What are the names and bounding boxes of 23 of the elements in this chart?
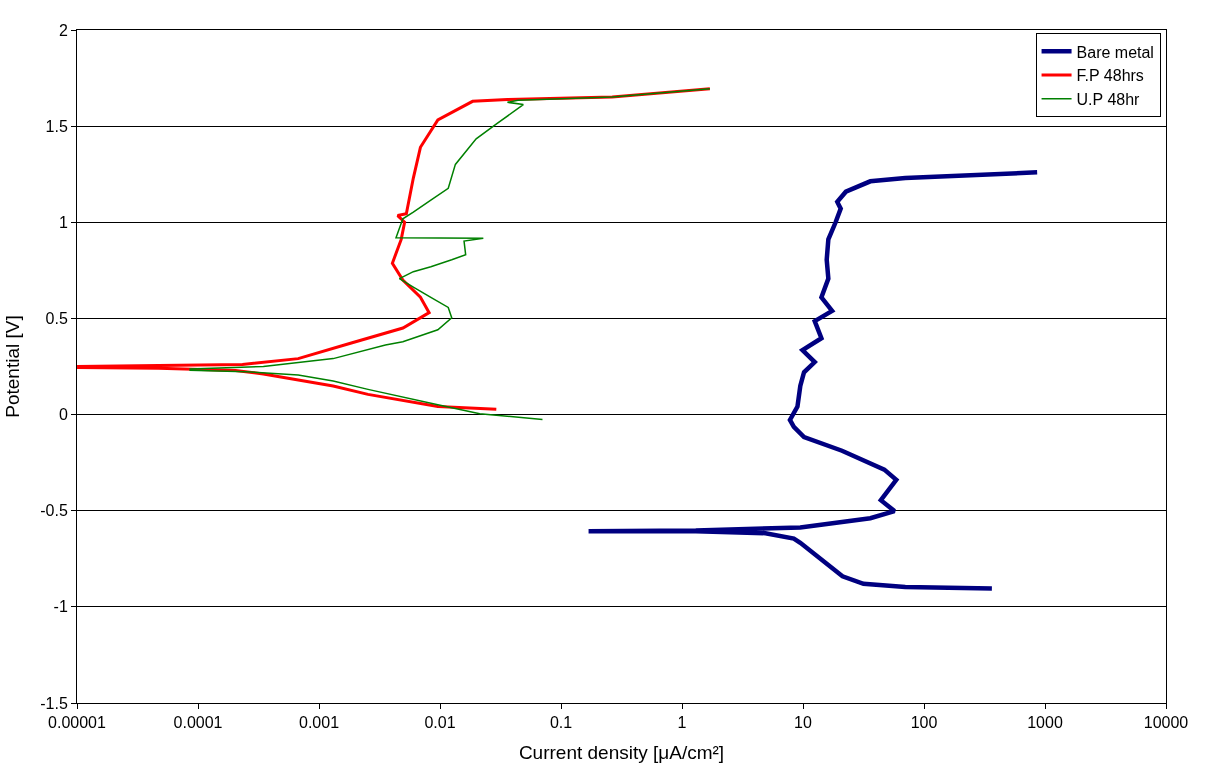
y-tick-label: 0 — [58, 406, 68, 424]
x-axis-title: Current density [μA/cm²] — [518, 742, 725, 763]
legend-label: Bare metal — [1076, 43, 1154, 61]
x-tick-label: 10 — [794, 714, 812, 732]
y-axis-title: Potential [V] — [2, 315, 24, 418]
y-tick-label: 2 — [58, 21, 68, 39]
x-tick-label: 0.1 — [549, 714, 573, 732]
x-tick-label: 0.001 — [298, 714, 340, 732]
x-tick-label: 1 — [677, 714, 687, 732]
y-tick-label: 0.5 — [45, 310, 68, 328]
x-tick-label: 10000 — [1143, 714, 1189, 732]
y-tick-label: -1 — [53, 598, 68, 616]
y-tick-label: -0.5 — [40, 502, 68, 520]
y-tick-label: 1.5 — [45, 117, 68, 135]
y-tick-label: 1 — [58, 213, 68, 231]
x-tick-label: 100 — [910, 714, 938, 732]
x-tick-label: 1000 — [1027, 714, 1063, 732]
x-tick-label: 0.0001 — [173, 714, 223, 732]
x-tick-label: 0.01 — [424, 714, 456, 732]
x-tick-label: 0.00001 — [48, 714, 107, 732]
legend-label: U.P 48hr — [1076, 91, 1141, 109]
legend-label: F.P 48hrs — [1076, 67, 1144, 85]
y-tick-label: -1.5 — [40, 694, 68, 712]
